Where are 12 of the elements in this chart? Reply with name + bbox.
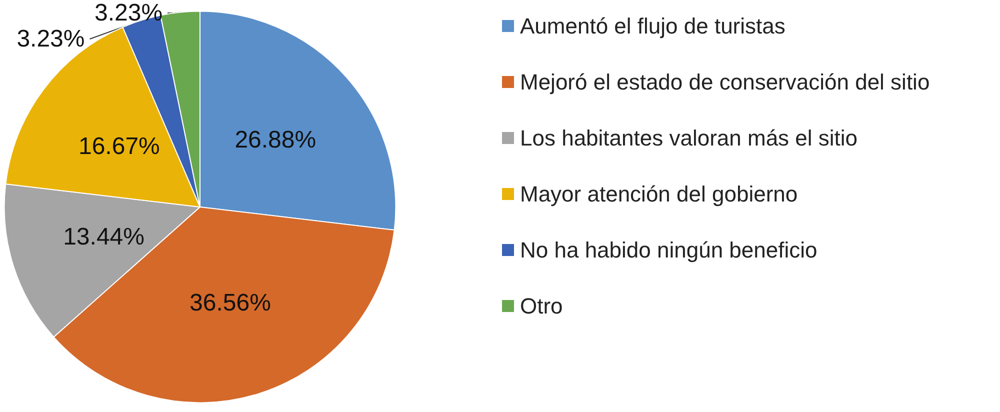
legend-label: Aumentó el flujo de turistas: [520, 14, 786, 38]
legend-label: No ha habido ningún beneficio: [520, 238, 818, 262]
data-label: 3.23%: [16, 26, 85, 52]
legend-label: Mayor atención del gobierno: [520, 182, 798, 206]
data-label: 3.23%: [94, 0, 163, 26]
legend-label: Mejoró el estado de conservación del sitio: [520, 70, 930, 94]
data-label: 26.88%: [234, 126, 316, 154]
data-label: 16.67%: [78, 133, 160, 160]
data-label: 13.44%: [63, 224, 144, 251]
legend-label: Otro: [520, 294, 563, 318]
legend-label: Los habitantes valoran más el sitio: [520, 126, 858, 150]
data-label: 36.56%: [190, 290, 271, 317]
